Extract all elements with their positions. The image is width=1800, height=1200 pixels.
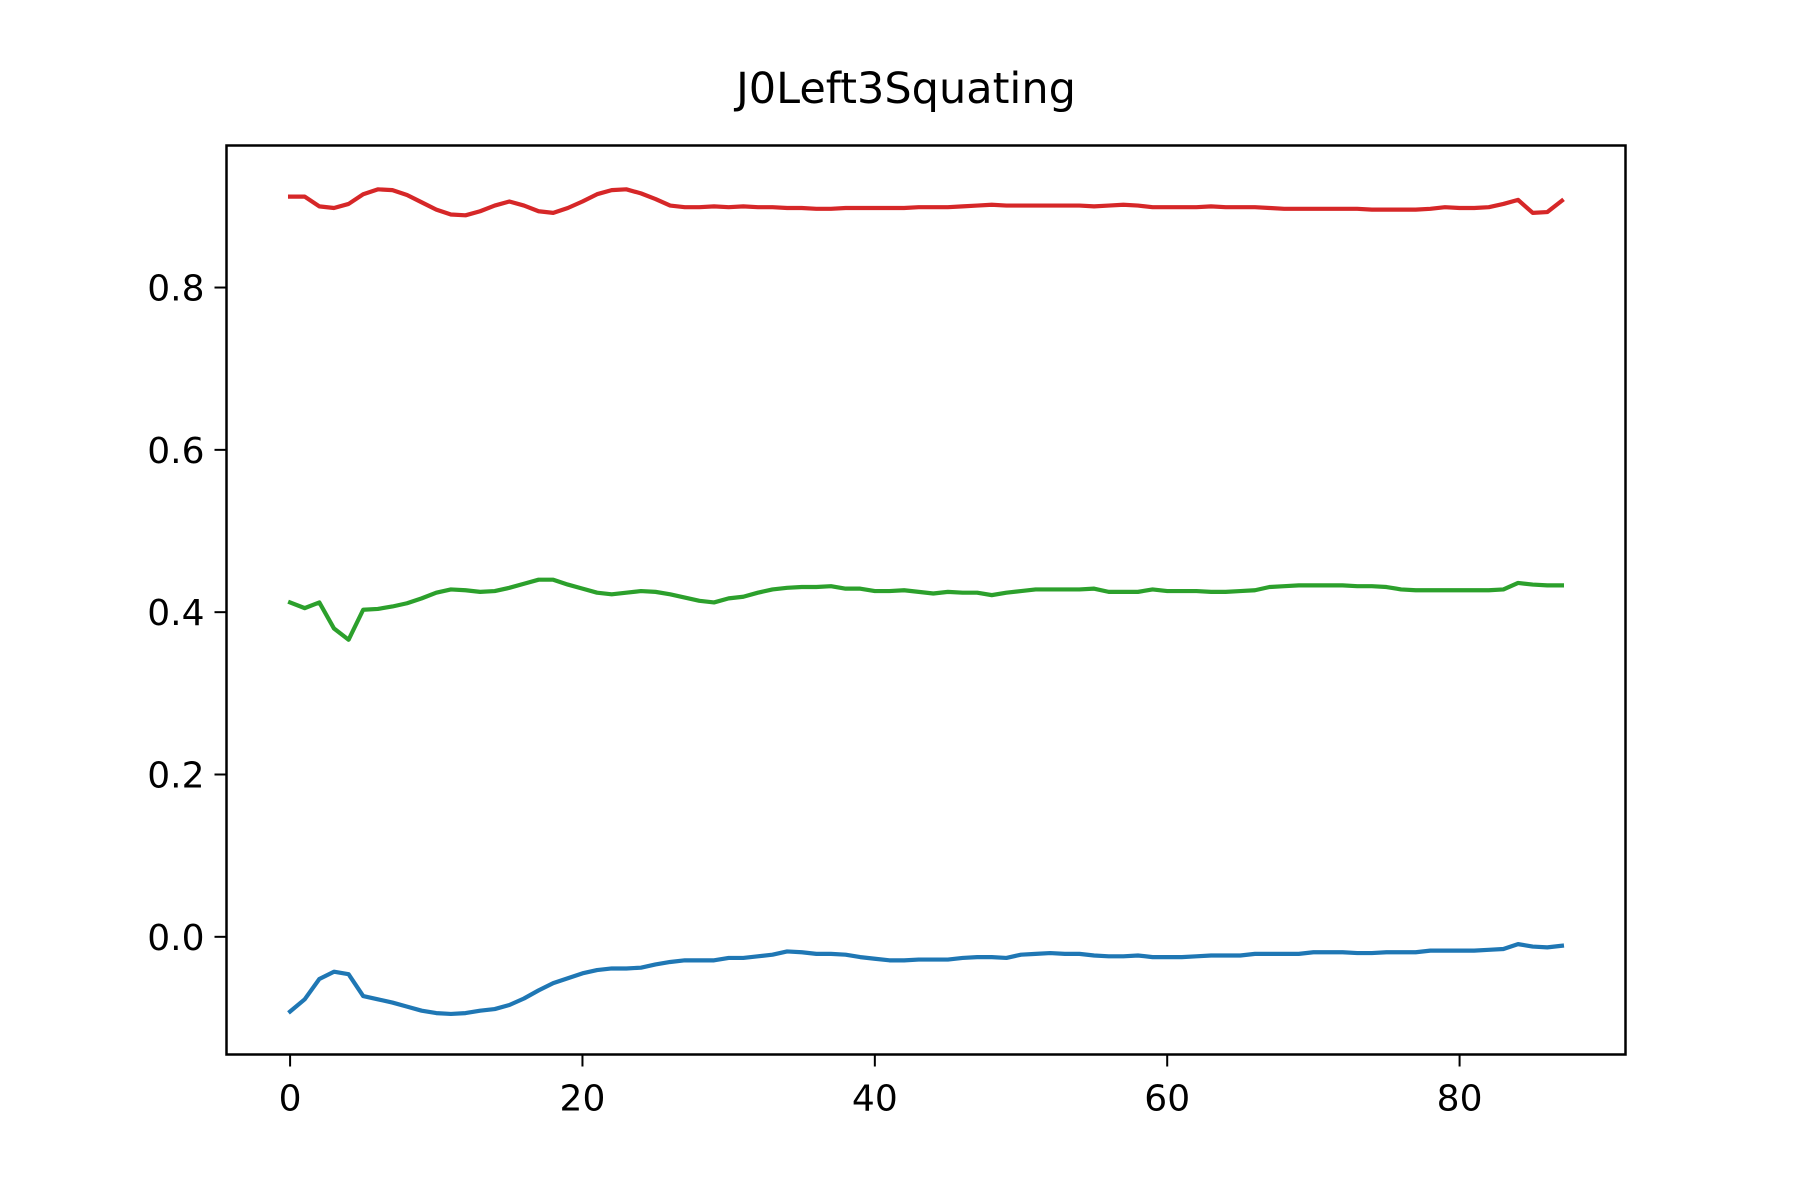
y-tick-label: 0.6 <box>147 431 204 472</box>
y-tick-label: 0.2 <box>147 755 204 796</box>
chart-title: J0Left3Squating <box>733 64 1076 114</box>
axes-frame <box>225 144 1627 1056</box>
series-line-1 <box>287 187 1565 218</box>
x-tick-label: 80 <box>1437 1079 1483 1120</box>
y-tick-label: 0.8 <box>147 269 204 310</box>
y-tick-label: 0.0 <box>147 918 204 959</box>
series-line-2 <box>287 577 1565 642</box>
x-tick-label: 20 <box>560 1079 606 1120</box>
series-layer <box>287 187 1565 1017</box>
y-tick-label: 0.4 <box>147 593 204 634</box>
x-tick-label: 40 <box>852 1079 898 1120</box>
x-tick-label: 0 <box>279 1079 302 1120</box>
series-line-3 <box>287 942 1565 1017</box>
x-tick-label: 60 <box>1144 1079 1190 1120</box>
tick-layer: 0 20 40 60 80 0.0 0.2 0.4 0.6 0.8 <box>147 269 1482 1120</box>
